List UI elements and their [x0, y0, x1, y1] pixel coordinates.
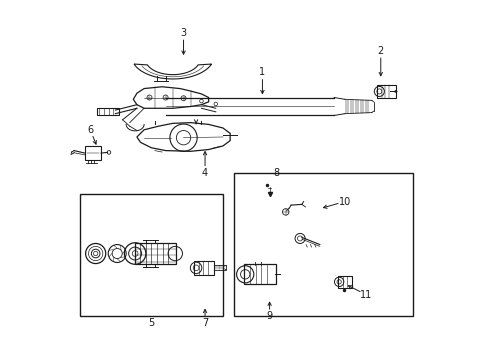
Bar	[97, 108, 119, 116]
Text: 9: 9	[266, 311, 272, 321]
Text: 2: 2	[377, 46, 383, 56]
Bar	[194, 261, 214, 275]
Text: 1: 1	[259, 67, 265, 77]
Text: 3: 3	[180, 28, 186, 38]
Bar	[85, 146, 101, 160]
Bar	[80, 194, 223, 316]
Text: 5: 5	[148, 319, 154, 328]
Text: 7: 7	[202, 319, 208, 328]
Text: 6: 6	[87, 125, 93, 135]
Text: 10: 10	[338, 197, 350, 207]
Bar	[135, 243, 176, 264]
Bar	[376, 85, 395, 98]
Bar	[337, 276, 351, 288]
Bar	[233, 173, 412, 316]
Text: 11: 11	[360, 290, 372, 300]
Text: 4: 4	[202, 168, 208, 178]
Text: 8: 8	[273, 168, 279, 178]
Bar	[244, 264, 276, 284]
